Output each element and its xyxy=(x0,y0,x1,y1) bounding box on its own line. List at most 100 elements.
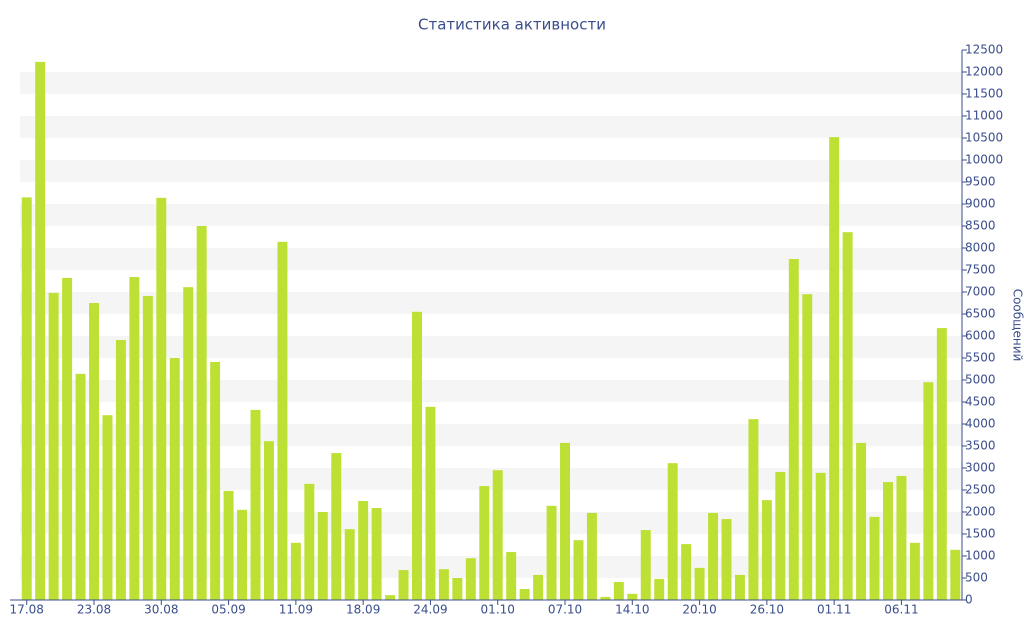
y-tick-label: 0 xyxy=(965,593,973,607)
bar xyxy=(277,241,288,600)
y-tick-label: 11000 xyxy=(965,109,1003,123)
chart-title: Статистика активности xyxy=(418,16,606,34)
y-tick-label: 3500 xyxy=(965,439,996,453)
bar xyxy=(317,512,328,600)
bar xyxy=(385,595,396,600)
bar xyxy=(412,311,422,600)
bar xyxy=(802,294,813,600)
grid-band xyxy=(20,292,962,314)
bar xyxy=(331,453,342,600)
bar xyxy=(169,358,180,600)
bar xyxy=(250,409,261,600)
y-tick-label: 2000 xyxy=(965,505,996,519)
bar xyxy=(438,569,449,600)
y-tick-label: 6000 xyxy=(965,329,996,343)
bar xyxy=(815,472,826,600)
bar xyxy=(842,232,853,600)
bar xyxy=(506,552,517,600)
bar xyxy=(115,339,126,600)
x-tick-label: 23.08 xyxy=(77,603,111,617)
y-tick-label: 8500 xyxy=(965,219,996,233)
x-tick-label: 01.11 xyxy=(817,603,851,617)
bar xyxy=(62,277,73,600)
bar xyxy=(936,328,947,600)
bar xyxy=(533,574,544,600)
bar xyxy=(210,361,221,600)
grid-band xyxy=(20,336,962,358)
grid-band xyxy=(20,116,962,138)
x-tick-label: 20.10 xyxy=(682,603,716,617)
bar xyxy=(950,549,961,600)
bar xyxy=(304,483,315,600)
bar xyxy=(775,471,786,600)
bar xyxy=(896,475,907,600)
bar xyxy=(196,226,207,600)
bar xyxy=(856,442,867,600)
x-tick-label: 11.09 xyxy=(279,603,313,617)
bar xyxy=(573,540,584,600)
y-tick-label: 12000 xyxy=(965,65,1003,79)
y-tick-label: 6500 xyxy=(965,307,996,321)
y-tick-label: 5500 xyxy=(965,351,996,365)
y-tick-label: 9500 xyxy=(965,175,996,189)
y-tick-label: 5000 xyxy=(965,373,996,387)
bar xyxy=(883,482,893,600)
bar xyxy=(708,512,719,600)
bar xyxy=(681,544,692,600)
x-tick-label: 24.09 xyxy=(413,603,447,617)
y-tick-label: 7000 xyxy=(965,285,996,299)
bar xyxy=(748,419,759,600)
bar xyxy=(35,61,46,600)
y-tick-label: 10500 xyxy=(965,131,1003,145)
bar xyxy=(479,486,490,600)
bar xyxy=(75,373,86,600)
grid-band xyxy=(20,248,962,270)
x-tick-label: 26.10 xyxy=(750,603,784,617)
bar xyxy=(586,512,597,600)
bar xyxy=(223,490,234,600)
y-tick-label: 2500 xyxy=(965,483,996,497)
bar xyxy=(667,463,678,600)
bar xyxy=(290,542,301,600)
bar xyxy=(156,197,167,600)
bar xyxy=(129,277,140,600)
grid-band xyxy=(20,380,962,402)
bar xyxy=(627,593,638,600)
bar xyxy=(263,441,274,600)
x-tick-label: 07.10 xyxy=(548,603,582,617)
y-tick-label: 4500 xyxy=(965,395,996,409)
bar xyxy=(425,406,436,600)
bar xyxy=(654,578,665,600)
y-tick-label: 3000 xyxy=(965,461,996,475)
bar xyxy=(829,137,840,600)
bar xyxy=(721,519,732,600)
bar xyxy=(694,567,705,600)
bar xyxy=(371,508,382,600)
bar xyxy=(102,415,113,600)
bar xyxy=(183,287,194,600)
x-tick-label: 06.11 xyxy=(884,603,918,617)
bar xyxy=(358,501,369,600)
bar xyxy=(519,589,530,600)
x-tick-label: 01.10 xyxy=(481,603,515,617)
bar xyxy=(546,505,557,600)
bar xyxy=(761,500,772,600)
bar xyxy=(48,292,59,600)
x-tick-label: 18.09 xyxy=(346,603,380,617)
y-tick-label: 7500 xyxy=(965,263,996,277)
bar xyxy=(869,516,880,600)
bar xyxy=(613,581,624,600)
y-tick-label: 12500 xyxy=(965,43,1003,57)
bar xyxy=(21,197,32,600)
bar xyxy=(909,542,920,600)
bar xyxy=(398,570,409,600)
bar xyxy=(465,558,476,600)
bar xyxy=(237,509,248,600)
y-tick-label: 9000 xyxy=(965,197,996,211)
bar xyxy=(640,530,651,600)
y-tick-label: 11500 xyxy=(965,87,1003,101)
x-tick-label: 05.09 xyxy=(211,603,245,617)
y-tick-label: 1500 xyxy=(965,527,996,541)
